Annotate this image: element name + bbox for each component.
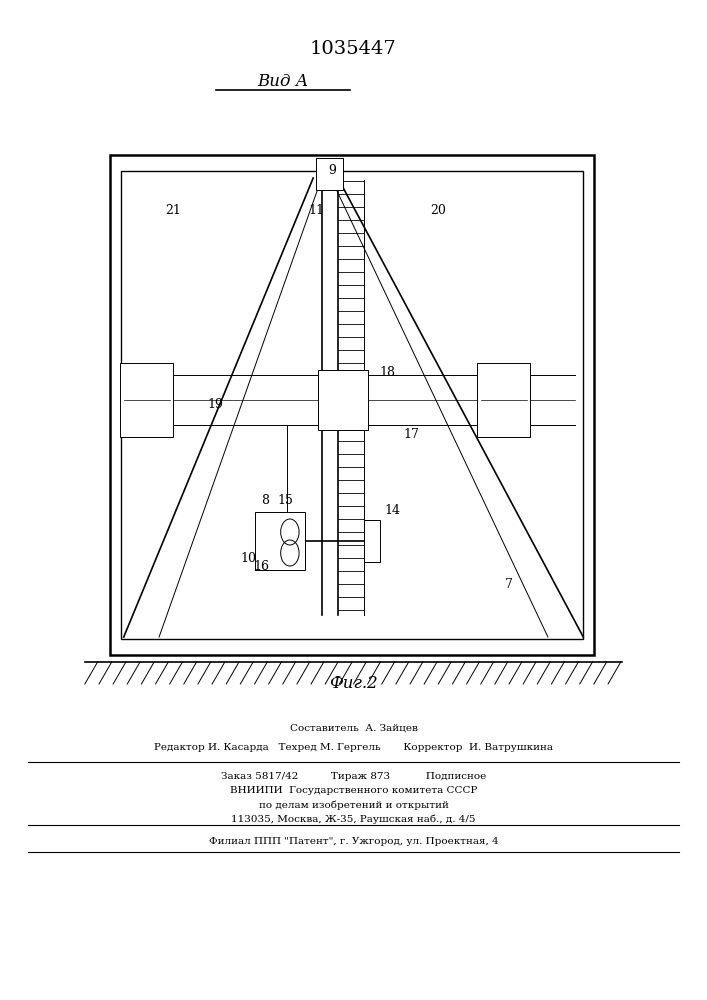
Text: 20: 20: [431, 204, 446, 217]
Bar: [316, 158, 343, 190]
Text: 7: 7: [505, 578, 513, 591]
Text: 15: 15: [278, 493, 293, 506]
Text: 21: 21: [165, 204, 181, 217]
Text: Составитель  А. Зайцев: Составитель А. Зайцев: [290, 724, 417, 733]
Text: 11: 11: [309, 204, 325, 217]
Bar: [110, 155, 594, 655]
Bar: [364, 520, 380, 562]
Text: Заказ 5817/42          Тираж 873           Подписное: Заказ 5817/42 Тираж 873 Подписное: [221, 772, 486, 781]
Bar: [120, 363, 173, 437]
Text: по делам изобретений и открытий: по делам изобретений и открытий: [259, 800, 448, 810]
Text: 1035447: 1035447: [310, 40, 397, 58]
Text: 9: 9: [328, 163, 337, 176]
Text: Редактор И. Касарда   Техред М. Гергель       Корректор  И. Ватрушкина: Редактор И. Касарда Техред М. Гергель Ко…: [154, 743, 553, 752]
Text: 18: 18: [380, 365, 395, 378]
Text: ВНИИПИ  Государственного комитета СССР: ВНИИПИ Государственного комитета СССР: [230, 786, 477, 795]
Text: 10: 10: [241, 552, 257, 564]
Text: Вид А: Вид А: [257, 73, 308, 90]
Text: 14: 14: [385, 504, 400, 516]
Text: 19: 19: [208, 398, 223, 412]
Text: 17: 17: [404, 428, 419, 442]
Bar: [121, 171, 583, 639]
Bar: [477, 363, 530, 437]
Text: 16: 16: [254, 560, 269, 574]
Text: Филиал ППП "Патент", г. Ужгород, ул. Проектная, 4: Филиал ППП "Патент", г. Ужгород, ул. Про…: [209, 837, 498, 846]
Bar: [318, 370, 368, 430]
Text: Фиг.2: Фиг.2: [329, 675, 378, 692]
Text: 113035, Москва, Ж-35, Раушская наб., д. 4/5: 113035, Москва, Ж-35, Раушская наб., д. …: [231, 814, 476, 824]
Text: 8: 8: [261, 493, 269, 506]
Bar: [255, 512, 305, 570]
